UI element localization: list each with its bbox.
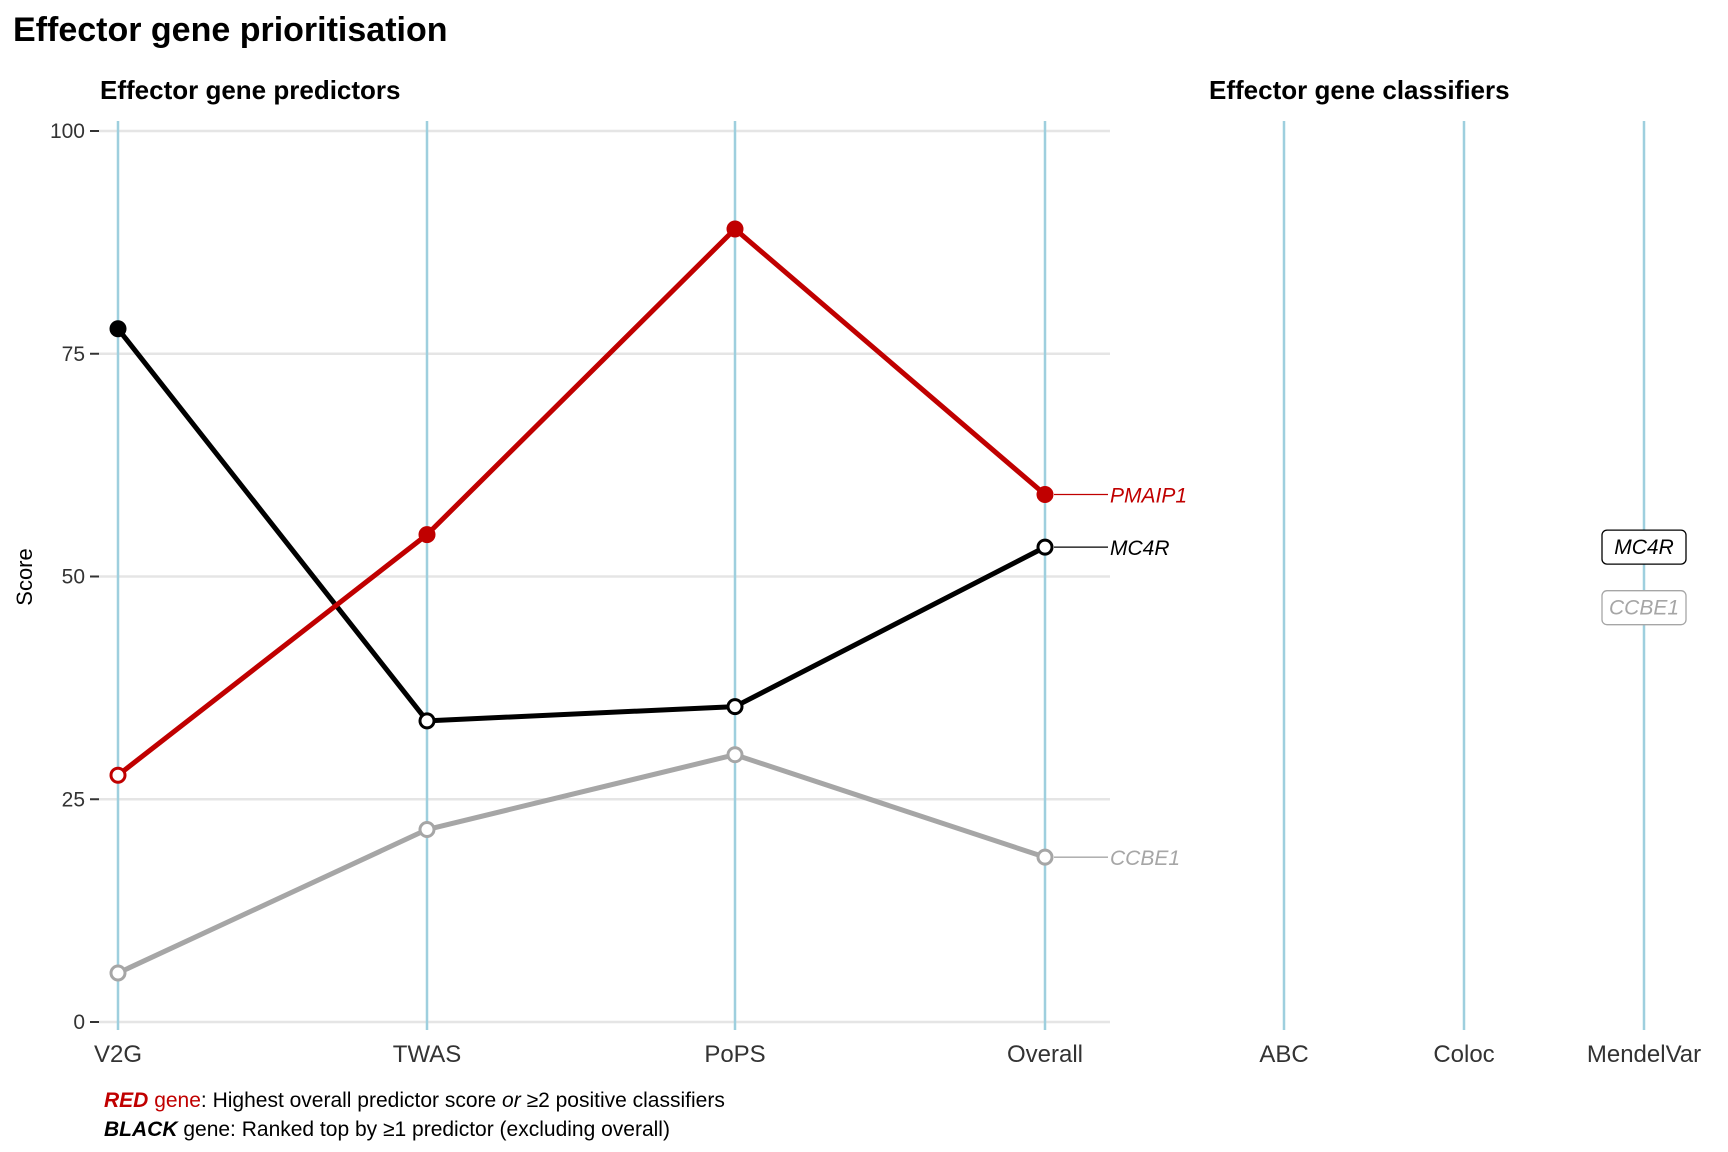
series-line-mc4r — [116, 327, 1047, 724]
x-tick-label-overall: Overall — [1007, 1041, 1083, 1068]
data-point-ccbe1-pops — [726, 746, 744, 764]
y-tick-label: 0 — [73, 1011, 85, 1034]
y-axis-title: Score — [12, 548, 37, 605]
x-tick-label-twas: TWAS — [393, 1041, 461, 1068]
classifier-label-mendelvar: MendelVar — [1587, 1041, 1701, 1068]
classifier-label-ccbe1: CCBE1 — [1609, 597, 1679, 620]
data-point-pmaip1-pops — [726, 220, 744, 238]
predictors-panel-title: Effector gene predictors — [100, 75, 401, 105]
data-point-mc4r-overall — [1036, 538, 1054, 556]
data-point-pmaip1-twas — [418, 526, 436, 544]
series-label-mc4r: MC4R — [1110, 537, 1170, 560]
classifiers-panel-title: Effector gene classifiers — [1209, 75, 1510, 105]
y-tick-label: 75 — [62, 343, 85, 366]
data-point-ccbe1-twas — [418, 821, 436, 839]
classifier-label-abc: ABC — [1259, 1041, 1308, 1068]
legend-red-gene-word: gene — [154, 1089, 201, 1112]
data-point-pmaip1-overall — [1036, 486, 1054, 504]
y-tick-label: 50 — [62, 566, 85, 589]
data-point-ccbe1-v2g — [109, 964, 127, 982]
series-line-pmaip1 — [116, 226, 1047, 778]
chart-title: Effector gene prioritisation — [13, 11, 448, 49]
series-label-ccbe1: CCBE1 — [1110, 847, 1180, 870]
series-label-pmaip1: PMAIP1 — [1110, 485, 1187, 508]
data-point-mc4r-v2g — [109, 320, 127, 338]
legend-black: BLACK gene: Ranked top by ≥1 predictor (… — [104, 1118, 670, 1142]
classifier-label-coloc: Coloc — [1433, 1041, 1494, 1068]
x-tick-label-v2g: V2G — [94, 1041, 142, 1068]
data-point-mc4r-twas — [418, 712, 436, 730]
classifier-label-mc4r: MC4R — [1614, 536, 1674, 559]
legend-black-keyword: BLACK — [104, 1118, 178, 1141]
legend-red-keyword: RED — [104, 1089, 149, 1112]
y-tick-label: 100 — [50, 120, 85, 143]
y-tick-label: 25 — [62, 788, 85, 811]
classifier-box-mc4r — [1601, 529, 1687, 565]
classifier-box-ccbe1 — [1601, 590, 1687, 626]
series-line-ccbe1 — [116, 752, 1046, 976]
legend-red: RED gene: Highest overall predictor scor… — [104, 1089, 725, 1113]
x-tick-label-pops: PoPS — [704, 1041, 765, 1068]
data-point-pmaip1-v2g — [109, 766, 127, 784]
legend-red-text-a: : Highest overall predictor score — [200, 1089, 503, 1112]
data-point-mc4r-pops — [726, 698, 744, 716]
legend-red-text-b: ≥2 positive classifiers — [520, 1089, 725, 1112]
legend-black-text: gene: Ranked top by ≥1 predictor (exclud… — [177, 1118, 670, 1141]
data-point-ccbe1-overall — [1036, 848, 1054, 866]
legend-red-or: or — [502, 1089, 521, 1112]
